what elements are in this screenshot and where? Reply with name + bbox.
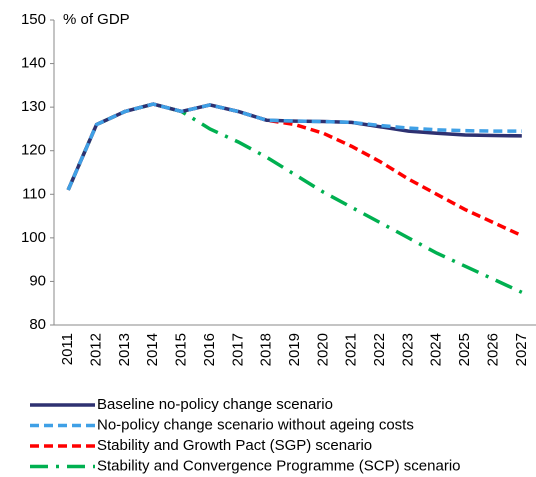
series-line bbox=[66, 102, 522, 191]
x-tick-label: 2014 bbox=[144, 333, 161, 366]
legend-label: Stability and Growth Pact (SGP) scenario bbox=[97, 437, 372, 454]
y-tick-label: 120 bbox=[21, 142, 46, 159]
y-tick-label: 80 bbox=[29, 316, 46, 333]
x-tick-label: 2024 bbox=[428, 333, 445, 366]
y-tick-label: 130 bbox=[21, 98, 46, 115]
x-tick-label: 2011 bbox=[59, 333, 76, 365]
x-tick-label: 2022 bbox=[371, 333, 388, 366]
legend-label: Stability and Convergence Programme (SCP… bbox=[97, 457, 461, 474]
legend-label: Baseline no-policy change scenario bbox=[97, 396, 333, 413]
series-line bbox=[66, 102, 523, 238]
x-tick-label: 2021 bbox=[343, 333, 360, 366]
x-tick-label: 2026 bbox=[484, 333, 501, 366]
x-tick-label: 2027 bbox=[513, 333, 530, 366]
x-tick-label: 2017 bbox=[229, 333, 246, 366]
y-tick-label: 90 bbox=[29, 272, 46, 289]
y-tick-label: 110 bbox=[22, 185, 46, 202]
x-tick-label: 2019 bbox=[286, 333, 303, 366]
x-tick-label: 2016 bbox=[201, 333, 218, 366]
x-tick-label: 2020 bbox=[314, 333, 331, 366]
x-tick-label: 2012 bbox=[87, 333, 104, 366]
x-tick-label: 2023 bbox=[399, 333, 416, 366]
y-axis-label: % of GDP bbox=[63, 11, 130, 28]
y-tick-label: 150 bbox=[21, 11, 46, 28]
series-line bbox=[66, 102, 523, 294]
x-tick-label: 2013 bbox=[116, 333, 133, 366]
y-tick-label: 100 bbox=[21, 229, 46, 246]
x-tick-label: 2015 bbox=[173, 333, 190, 366]
y-tick-label: 140 bbox=[21, 55, 46, 72]
legend-label: No-policy change scenario without ageing… bbox=[97, 416, 414, 433]
series-line bbox=[66, 102, 522, 191]
x-tick-label: 2025 bbox=[456, 333, 473, 366]
x-tick-label: 2018 bbox=[258, 333, 275, 366]
